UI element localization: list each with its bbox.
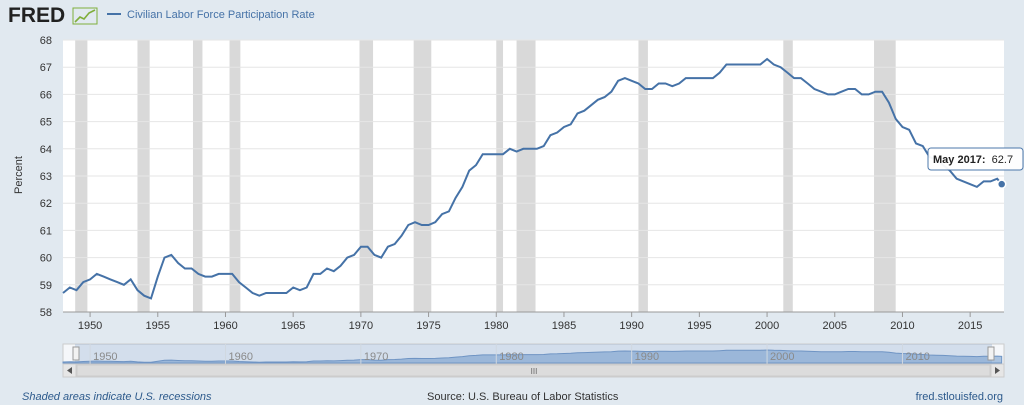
y-tick-label: 60 (40, 253, 52, 265)
x-tick-label: 2010 (890, 320, 914, 332)
recessions-note: Shaded areas indicate U.S. recessions (22, 391, 212, 403)
tooltip-value: 62.7 (992, 154, 1013, 166)
legend-label[interactable]: Civilian Labor Force Participation Rate (127, 9, 315, 21)
y-tick-label: 59 (40, 280, 52, 292)
y-tick-label: 58 (40, 307, 52, 319)
fred-logo: FRED (8, 4, 65, 27)
navigator-tick-label: 1960 (228, 351, 252, 363)
x-tick-label: 1995 (687, 320, 711, 332)
x-tick-label: 1970 (349, 320, 373, 332)
y-tick-label: 62 (40, 198, 52, 210)
navigator-tick-label: 1980 (499, 351, 523, 363)
navigator-tick-label: 2000 (770, 351, 794, 363)
tooltip-date: May 2017: (933, 154, 986, 166)
chevron-left-icon (67, 367, 72, 374)
navigator-ticks: 1950 1960 1970 1980 1990 2000 2010 (89, 344, 930, 364)
x-tick-label: 2005 (823, 320, 847, 332)
y-tick-label: 61 (40, 225, 52, 237)
svg-text:May 2017: 62.7: May 2017: 62.7 (933, 154, 1013, 166)
navigator-tick-label: 1950 (93, 351, 117, 363)
site-link[interactable]: fred.stlouisfed.org (916, 391, 1003, 403)
hover-point (996, 179, 1007, 189)
y-tick-label: 64 (40, 144, 52, 156)
navigator-right-handle[interactable] (987, 346, 995, 361)
navigator-selection[interactable] (75, 344, 992, 364)
navigator-tick-label: 1970 (364, 351, 388, 363)
x-tick-label: 1985 (552, 320, 576, 332)
x-tick-label: 1990 (619, 320, 643, 332)
series-line[interactable] (62, 57, 1003, 300)
navigator-tick-label: 1990 (635, 351, 659, 363)
y-tick-label: 67 (40, 62, 52, 74)
scrollbar-thumb[interactable] (76, 364, 991, 377)
y-axis-label: Percent (13, 156, 25, 194)
x-tick-label: 1980 (484, 320, 508, 332)
x-tick-label: 1965 (281, 320, 305, 332)
scrollbar-grip: III (531, 367, 538, 376)
chevron-right-icon (995, 367, 1000, 374)
y-tick-label: 68 (40, 35, 52, 47)
fred-logo-icon (72, 7, 98, 25)
grid (63, 39, 1004, 313)
x-tick-label: 1955 (146, 320, 170, 332)
navigator-tick-label: 2010 (905, 351, 929, 363)
y-tick-label: 65 (40, 117, 52, 129)
x-axis-ticks: 1950 1955 1960 1965 1970 1975 1980 1985 1990 1995… (63, 311, 1004, 332)
x-tick-label: 2000 (755, 320, 779, 332)
navigator[interactable]: 1950 1960 1970 1980 1990 2000 2010 III (62, 343, 1005, 378)
x-tick-label: 2015 (958, 320, 982, 332)
y-axis-ticks: 58 59 60 61 62 63 64 65 66 67 68 (40, 35, 52, 319)
y-tick-label: 63 (40, 171, 52, 183)
navigator-left-handle[interactable] (72, 346, 80, 361)
x-tick-label: 1950 (78, 320, 102, 332)
tooltip: May 2017: 62.7 (927, 147, 1024, 171)
x-tick-label: 1960 (213, 320, 237, 332)
y-tick-label: 66 (40, 89, 52, 101)
x-tick-label: 1975 (416, 320, 440, 332)
source-text: Source: U.S. Bureau of Labor Statistics (427, 391, 619, 403)
